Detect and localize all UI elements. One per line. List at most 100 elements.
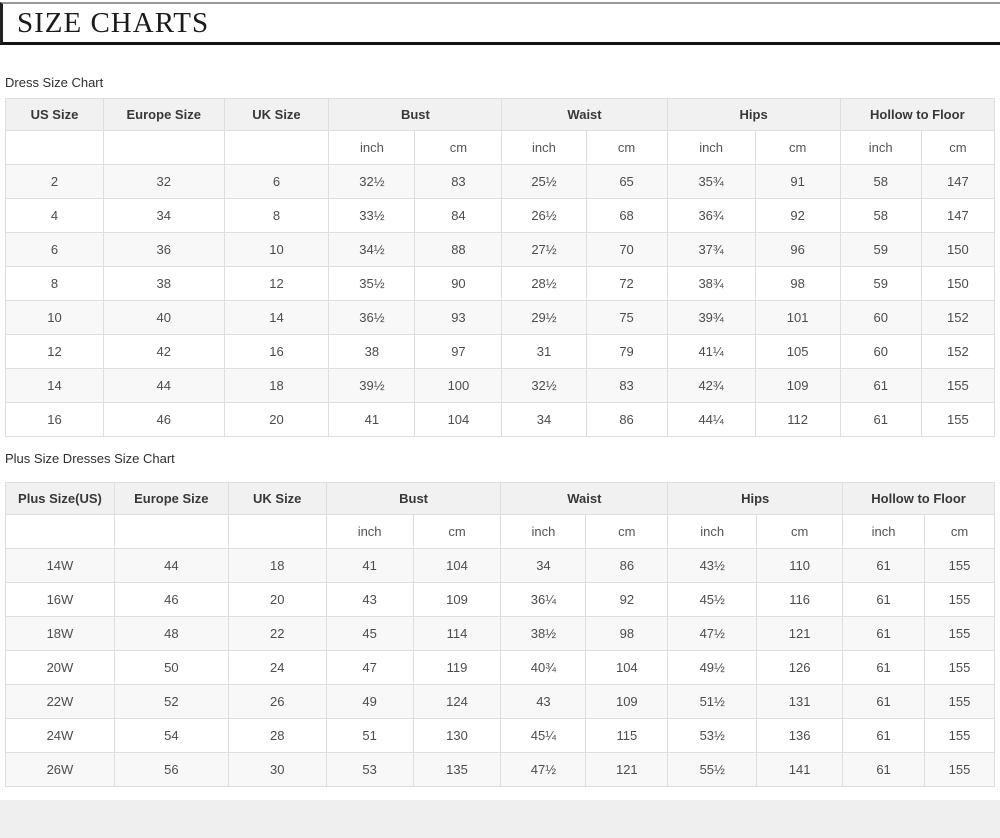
table-cell: 51 <box>325 718 414 753</box>
table-cell: 75 <box>585 300 668 335</box>
table-cell: 44¼ <box>666 402 756 437</box>
table-cell: 31 <box>501 334 587 369</box>
table-cell: 42¾ <box>666 368 756 403</box>
table-cell: 100 <box>414 368 503 403</box>
table-cell: 61 <box>839 402 922 437</box>
table-cell: 155 <box>924 718 995 753</box>
size-charts-area: Dress Size Chart US Size Europe Size UK Siz… <box>0 75 1000 787</box>
table-cell: 14 <box>223 300 330 335</box>
table-cell: 104 <box>412 548 502 583</box>
table-cell: 18 <box>223 368 330 403</box>
table-cell: 121 <box>585 752 669 787</box>
table-cell: 98 <box>585 616 669 651</box>
unit-header: cm <box>414 130 503 165</box>
column-header: Waist <box>500 482 669 515</box>
size-chart-section: Dress Size Chart US Size Europe Size UK Siz… <box>0 75 1000 437</box>
table-cell: 26W <box>5 752 115 787</box>
column-header: Hips <box>666 98 841 131</box>
table-cell: 47½ <box>500 752 587 787</box>
table-cell: 65 <box>585 164 668 199</box>
table-head: US Size Europe Size UK Size Bust Waist Hips Ho… <box>5 98 996 165</box>
table-cell: 47½ <box>667 616 758 651</box>
unit-header: cm <box>412 514 502 549</box>
table-cell: 46 <box>102 402 225 437</box>
table-cell: 53½ <box>667 718 758 753</box>
table-cell: 155 <box>920 368 996 403</box>
table-cell: 93 <box>414 300 503 335</box>
table-cell: 98 <box>754 266 841 301</box>
unit-header: inch <box>500 514 587 549</box>
table-cell: 35¾ <box>666 164 756 199</box>
unit-header-row: inch cm inch cm inch cm inch cm <box>5 514 995 549</box>
table-cell: 131 <box>756 684 844 719</box>
table-cell: 38 <box>102 266 225 301</box>
table-cell: 58 <box>839 198 922 233</box>
table-cell: 70 <box>585 232 668 267</box>
column-header: Hollow to Floor <box>839 98 996 131</box>
table-cell: 130 <box>412 718 502 753</box>
table-cell: 16W <box>5 582 115 617</box>
table-cell: 6 <box>223 164 330 199</box>
table-cell: 43 <box>500 684 587 719</box>
table-cell: 14 <box>5 368 104 403</box>
table-cell: 43½ <box>667 548 758 583</box>
table-cell: 8 <box>5 266 104 301</box>
table-cell: 4 <box>5 198 104 233</box>
table-cell: 47 <box>325 650 414 685</box>
table-row: 20W 50 24 47 119 40¾ 104 49½ 126 61 155 <box>5 650 995 685</box>
table-cell: 50 <box>113 650 229 685</box>
column-header: Plus Size(US) <box>5 482 115 515</box>
table-cell: 83 <box>414 164 503 199</box>
table-cell: 38¾ <box>666 266 756 301</box>
size-table: US Size Europe Size UK Size Bust Waist Hips Ho… <box>5 98 996 437</box>
table-cell: 26½ <box>501 198 587 233</box>
table-cell: 91 <box>754 164 841 199</box>
table-cell: 116 <box>756 582 844 617</box>
table-cell: 61 <box>842 752 925 787</box>
column-header: Bust <box>328 98 503 131</box>
table-cell: 10 <box>223 232 330 267</box>
table-cell: 45¼ <box>500 718 587 753</box>
table-cell: 60 <box>839 334 922 369</box>
table-cell: 72 <box>585 266 668 301</box>
table-cell: 36¾ <box>666 198 756 233</box>
table-cell: 147 <box>920 198 996 233</box>
table-cell: 45½ <box>667 582 758 617</box>
table-cell: 25½ <box>501 164 587 199</box>
table-cell: 61 <box>842 582 925 617</box>
table-cell: 152 <box>920 300 996 335</box>
table-cell: 37¾ <box>666 232 756 267</box>
unit-header: inch <box>667 514 758 549</box>
table-cell: 51½ <box>667 684 758 719</box>
table-cell: 26 <box>227 684 327 719</box>
table-cell: 136 <box>756 718 844 753</box>
table-cell: 155 <box>924 752 995 787</box>
unit-header: cm <box>756 514 844 549</box>
table-cell: 43 <box>325 582 414 617</box>
footer-band <box>0 800 1000 838</box>
table-body: 14W 44 18 41 104 34 86 43½ 110 61 155 16W 46 20 43 109 3… <box>5 548 995 787</box>
size-chart-section: Plus Size Dresses Size Chart Plus Size(US… <box>0 451 1000 787</box>
table-cell: 55½ <box>667 752 758 787</box>
table-cell: 40 <box>102 300 225 335</box>
table-cell: 49½ <box>667 650 758 685</box>
table-cell: 33½ <box>328 198 416 233</box>
empty-header-cell <box>102 130 225 165</box>
table-cell: 32½ <box>501 368 587 403</box>
table-body: 2 32 6 32½ 83 25½ 65 35¾ 91 58 147 4 34 8 33½ 84 26½ 68 36… <box>5 164 996 437</box>
table-cell: 60 <box>839 300 922 335</box>
table-cell: 24W <box>5 718 115 753</box>
column-header: Europe Size <box>113 482 229 515</box>
table-cell: 101 <box>754 300 841 335</box>
column-header: Waist <box>501 98 668 131</box>
table-row: 26W 56 30 53 135 47½ 121 55½ 141 61 155 <box>5 752 995 787</box>
table-cell: 34 <box>500 548 587 583</box>
table-cell: 20 <box>227 582 327 617</box>
empty-header-cell <box>223 130 330 165</box>
table-cell: 2 <box>5 164 104 199</box>
column-header: Bust <box>325 482 502 515</box>
table-caption: Plus Size Dresses Size Chart <box>5 451 175 466</box>
table-cell: 44 <box>102 368 225 403</box>
column-header: UK Size <box>227 482 327 515</box>
table-cell: 150 <box>920 266 996 301</box>
